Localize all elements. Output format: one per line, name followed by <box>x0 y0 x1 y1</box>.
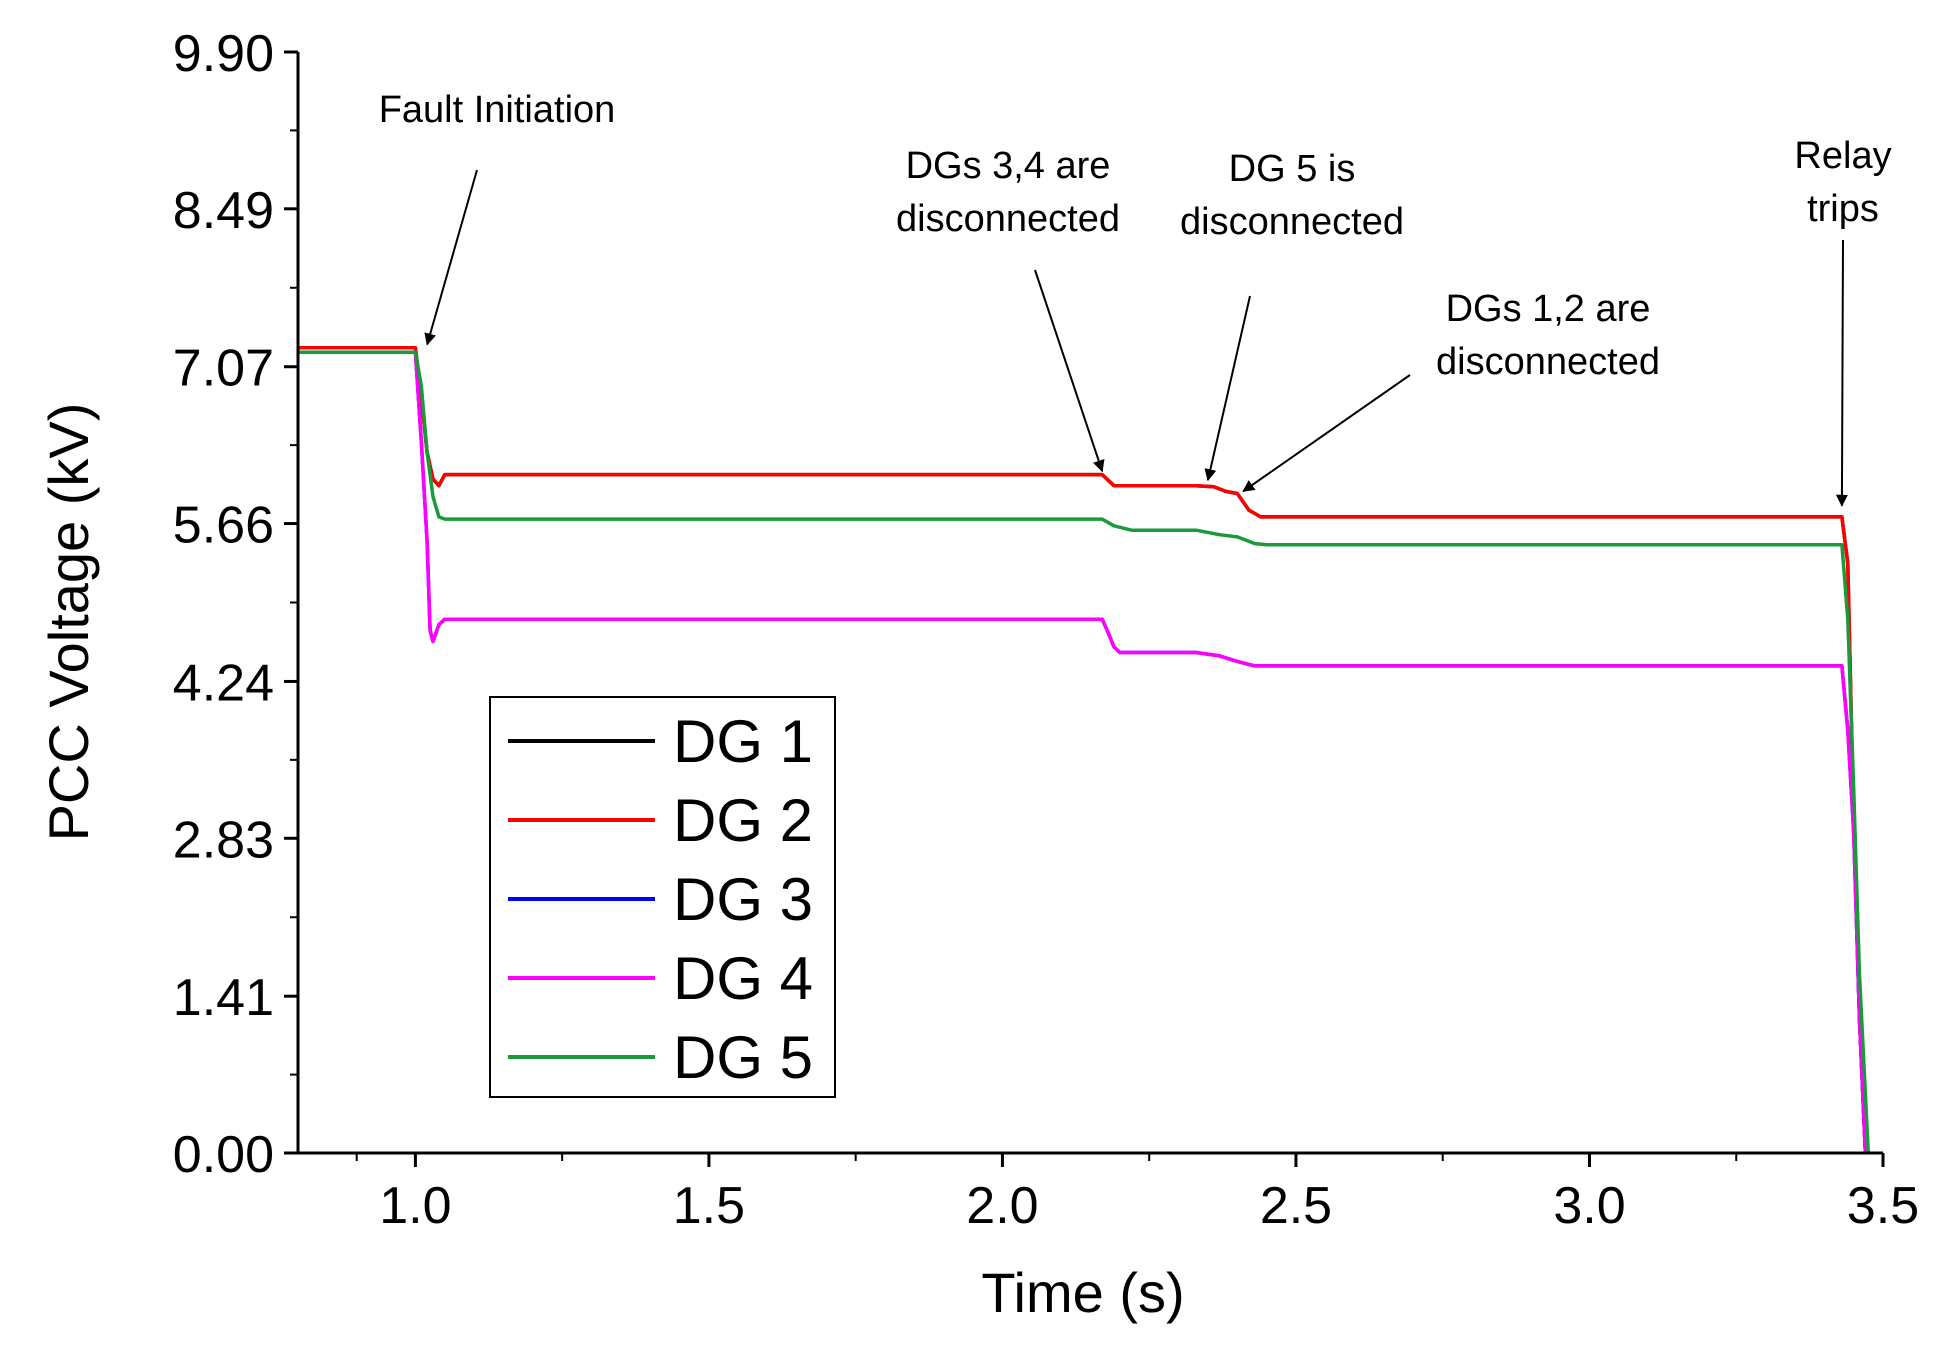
legend: DG 1 DG 2 DG 3 DG 4 DG 5 <box>489 696 836 1098</box>
data-series <box>298 346 1871 1154</box>
annotation-line: trips <box>1807 188 1879 230</box>
y-tick-label: 5.66 <box>173 497 274 555</box>
annotation-text: DGs 1,2 are disconnected <box>1436 288 1660 383</box>
annotation-text: Fault Initiation <box>379 89 616 131</box>
annotation-line: Relay <box>1794 135 1891 177</box>
annotation-arrow <box>1242 374 1411 493</box>
legend-label: DG 5 <box>673 1024 813 1091</box>
series-line-dg-4 <box>298 350 1868 1154</box>
annotation-line: DG 5 is <box>1229 148 1356 190</box>
annotation-line: disconnected <box>896 198 1120 240</box>
x-tick-label: 3.5 <box>1847 1177 1919 1235</box>
y-tick-label: 1.41 <box>173 969 274 1027</box>
x-tick-label: 2.5 <box>1260 1177 1332 1235</box>
axis-ticks: 1.0 1.5 2.0 2.5 3.0 3.5 0.00 1.41 2.83 4.24 5.66 7.… <box>173 25 1919 1235</box>
y-tick-label: 2.83 <box>173 811 274 869</box>
annotation-line: Fault Initiation <box>379 89 616 131</box>
y-axis-label: PCC Voltage (kV) <box>37 403 100 842</box>
annotation-line: disconnected <box>1180 201 1404 243</box>
y-tick-label: 0.00 <box>173 1126 274 1184</box>
annotation-text: DGs 3,4 are disconnected <box>896 145 1120 240</box>
annotation-text: DG 5 is disconnected <box>1180 148 1404 243</box>
series-line-dg-5 <box>298 350 1871 1154</box>
x-tick-label: 1.0 <box>379 1177 451 1235</box>
y-tick-label: 4.24 <box>173 654 274 712</box>
y-tick-label: 9.90 <box>173 25 274 83</box>
annotation-text: Relay trips <box>1794 135 1891 230</box>
annotation-arrow <box>1034 269 1105 473</box>
annotation-line: disconnected <box>1436 341 1660 383</box>
x-tick-label: 1.5 <box>673 1177 745 1235</box>
legend-label: DG 2 <box>673 787 813 854</box>
x-axis-label: Time (s) <box>981 1261 1184 1324</box>
x-tick-label: 2.0 <box>966 1177 1038 1235</box>
x-tick-label: 3.0 <box>1553 1177 1625 1235</box>
annotation-line: DGs 3,4 are <box>906 145 1111 187</box>
legend-label: DG 1 <box>673 708 813 775</box>
annotation-arrow <box>1204 295 1251 482</box>
y-tick-label: 7.07 <box>173 340 274 398</box>
legend-label: DG 3 <box>673 866 813 933</box>
annotation-line: DGs 1,2 are <box>1446 288 1651 330</box>
y-tick-label: 8.49 <box>173 182 274 240</box>
annotation-arrow <box>1835 239 1848 507</box>
annotation-arrow <box>424 169 478 346</box>
legend-label: DG 4 <box>673 945 813 1012</box>
